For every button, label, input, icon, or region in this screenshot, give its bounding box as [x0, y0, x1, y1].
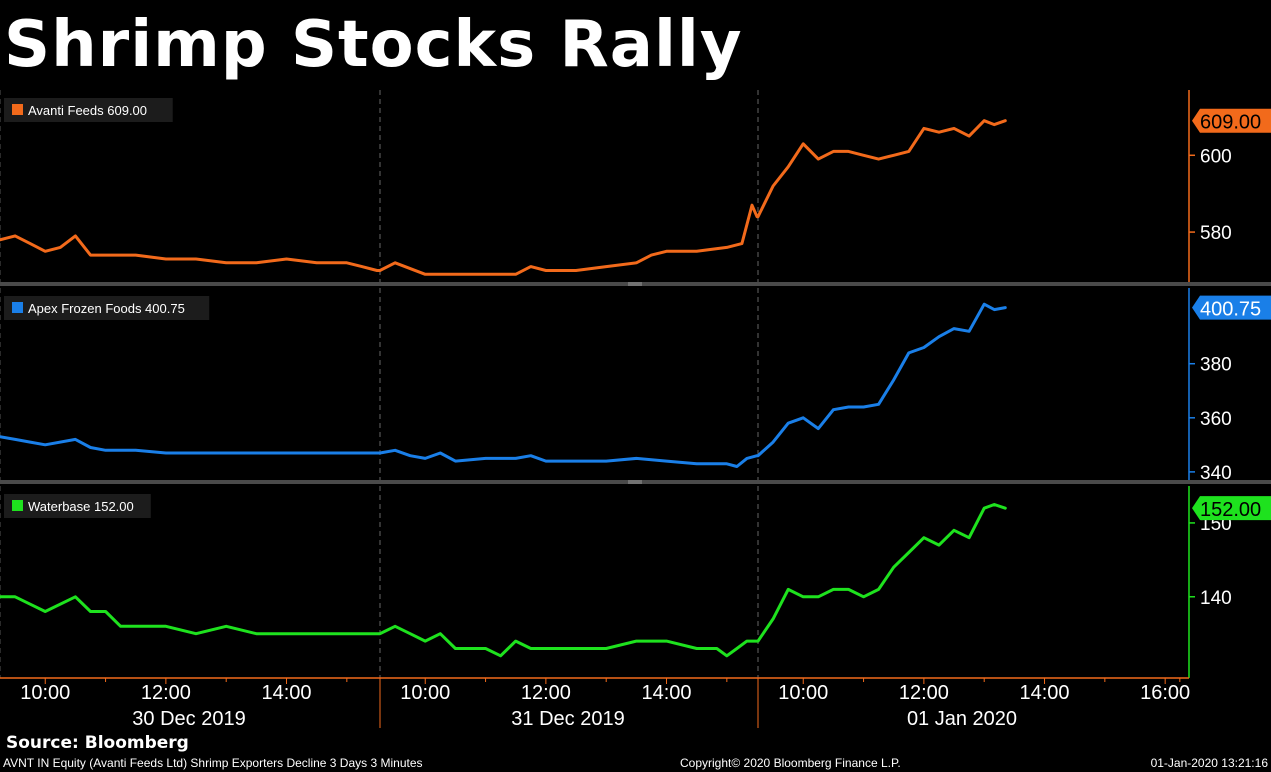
- source-note: Source: Bloomberg: [6, 733, 189, 753]
- footer-copyright: Copyright© 2020 Bloomberg Finance L.P.: [680, 756, 901, 770]
- legend-0: Avanti Feeds 609.00: [4, 98, 173, 122]
- y-tick-label: 360: [1200, 409, 1232, 430]
- y-tick-label: 140: [1200, 588, 1232, 609]
- x-tick-label: 14:00: [641, 682, 691, 704]
- legend-label: Apex Frozen Foods 400.75: [28, 301, 185, 316]
- x-tick-label: 12:00: [899, 682, 949, 704]
- x-day-label: 30 Dec 2019: [132, 708, 245, 730]
- legend-label: Waterbase 152.00: [28, 499, 134, 514]
- panel-divider: [0, 480, 1271, 484]
- x-tick-label: 10:00: [20, 682, 70, 704]
- legend-box: [4, 296, 210, 320]
- y-tick-label: 600: [1200, 146, 1232, 167]
- panel-divider: [0, 282, 1271, 286]
- legend-box: [4, 494, 151, 518]
- footer-timestamp: 01-Jan-2020 13:21:16: [1150, 756, 1268, 770]
- x-tick-label: 12:00: [141, 682, 191, 704]
- last-value-tag-text: 400.75: [1200, 299, 1261, 321]
- last-value-tag-2: 152.00: [1192, 496, 1271, 521]
- last-value-tag-bg: [1192, 295, 1271, 320]
- last-value-tag-bg: [1192, 108, 1271, 133]
- x-tick-label: 14:00: [261, 682, 311, 704]
- legend-box: [4, 98, 173, 122]
- legend-swatch: [12, 500, 23, 511]
- x-tick-label: 10:00: [778, 682, 828, 704]
- x-tick-label: 12:00: [521, 682, 571, 704]
- series-line-0: [0, 119, 1007, 276]
- legend-label: Avanti Feeds 609.00: [28, 103, 147, 118]
- x-tick-label: 16:00: [1140, 682, 1190, 704]
- last-value-tag-text: 609.00: [1200, 112, 1261, 134]
- y-tick-label: 340: [1200, 463, 1232, 484]
- legend-1: Apex Frozen Foods 400.75: [4, 296, 210, 320]
- last-value-tag-1: 400.75: [1192, 295, 1271, 321]
- footer-ticker-description: AVNT IN Equity (Avanti Feeds Ltd) Shrimp…: [3, 756, 423, 770]
- x-day-label: 01 Jan 2020: [907, 708, 1017, 730]
- legend-2: Waterbase 152.00: [4, 494, 151, 518]
- last-value-tag-bg: [1192, 496, 1271, 521]
- x-day-label: 31 Dec 2019: [511, 708, 624, 730]
- series-line-1: [0, 302, 1007, 468]
- last-value-tag-0: 609.00: [1192, 108, 1271, 134]
- chart-title: Shrimp Stocks Rally: [4, 8, 743, 82]
- legend-swatch: [12, 302, 23, 313]
- y-tick-label: 580: [1200, 223, 1232, 244]
- series-line-2: [0, 503, 1007, 658]
- y-tick-label: 380: [1200, 355, 1232, 376]
- legend-swatch: [12, 104, 23, 115]
- last-value-tag-text: 152.00: [1200, 499, 1261, 521]
- x-tick-label: 10:00: [400, 682, 450, 704]
- x-tick-label: 14:00: [1019, 682, 1069, 704]
